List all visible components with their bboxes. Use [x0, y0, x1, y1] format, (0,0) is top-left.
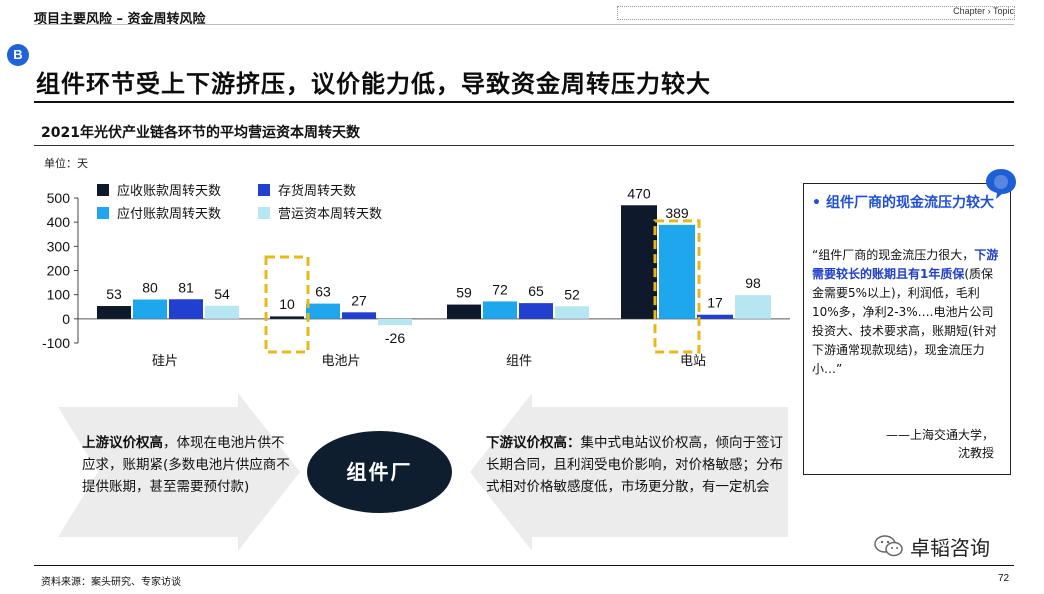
right-arrow-shape [470, 393, 788, 551]
bar-3-2 [697, 314, 733, 319]
legend-swatch [97, 207, 109, 219]
data-label: 470 [627, 185, 651, 201]
bar-0-1 [133, 299, 167, 319]
quote-body-part2: (质保金需要5%以上)，利润低，毛利10%多，净利2-3%….电池片公司投资大、… [812, 267, 997, 376]
source-note: 资料来源：案头研究、专家访谈 [41, 577, 181, 588]
category-label: 电站 [680, 354, 706, 369]
bar-3-3 [735, 295, 771, 319]
section-title: 项目主要风险 – 资金周转风险 [34, 12, 206, 27]
y-tick-label: 400 [47, 214, 71, 230]
y-tick-label: 200 [47, 263, 71, 279]
downstream-description: 下游议价权高：集中式电站议价权高，倾向于签订长期合同，且利润受电价影响，对价格敏… [486, 432, 786, 498]
data-label: -26 [385, 330, 405, 346]
quote-body-highlight: 下游需要较长的账期且有1年质保 [812, 248, 999, 281]
upstream-description: 上游议价权高，体现在电池片供不应求，账期紧(多数电池片供应商不提供账期，甚至需要… [82, 432, 297, 498]
bar-3-1 [659, 224, 695, 319]
y-tick-label: 100 [47, 287, 71, 303]
data-label: 81 [178, 279, 194, 295]
bar-2-0 [447, 304, 481, 319]
header-dotted-frame [617, 6, 1015, 20]
upstream-bold: 上游议价权高 [82, 435, 163, 451]
bar-0-0 [97, 306, 131, 319]
footer-divider [34, 565, 1014, 566]
downstream-bold: 下游议价权高： [486, 435, 581, 451]
quote-attribution: ——上海交通大学， 沈教授 [812, 426, 994, 462]
downstream-text: 集中式电站议价权高，倾向于签订长期合同，且利润受电价影响，对价格敏感；分布式相对… [486, 435, 783, 495]
data-label: 10 [279, 296, 295, 312]
data-label: 27 [351, 292, 367, 308]
data-label: 53 [106, 286, 122, 302]
bar-1-0 [270, 316, 304, 319]
highlight-box-1 [653, 219, 701, 354]
section-badge: B [7, 44, 29, 66]
bar-0-2 [169, 299, 203, 319]
quote-attribution-line2: 沈教授 [957, 446, 994, 460]
header-divider [34, 24, 1014, 25]
quote-bullet: • [812, 195, 821, 211]
data-label: 63 [315, 284, 331, 300]
legend-label: 存货周转天数 [278, 183, 356, 199]
highlight-box-0 [264, 255, 310, 354]
legend-label: 应付账款周转天数 [117, 206, 221, 222]
breadcrumb[interactable]: Chapter › Topic [953, 6, 1014, 16]
y-tick-label: 0 [62, 311, 70, 327]
legend-swatch [258, 184, 270, 196]
page-number: 72 [998, 573, 1010, 584]
quote-heading-text: 组件厂商的现金流压力较大 [826, 195, 994, 211]
quote-attribution-line1: ——上海交通大学， [885, 428, 994, 442]
bar-1-1 [306, 303, 340, 319]
unit-label: 单位：天 [44, 157, 88, 170]
legend-swatch [258, 207, 270, 219]
data-label: 54 [214, 286, 230, 302]
data-label: 389 [665, 205, 689, 221]
category-label: 硅片 [152, 354, 178, 369]
category-label: 组件 [506, 354, 532, 369]
module-maker-node: 组件厂 [307, 431, 452, 513]
category-label: 电池片 [321, 354, 360, 369]
legend-label: 营运资本周转天数 [278, 207, 382, 222]
upstream-text: ，体现在电池片供不应求，账期紧(多数电池片供应商不提供账期，甚至需要预付款) [82, 435, 290, 495]
data-label: 52 [564, 286, 580, 302]
data-label: 17 [707, 295, 723, 311]
bar-2-3 [555, 306, 589, 319]
quote-body: “组件厂商的现金流压力很大，下游需要较长的账期且有1年质保(质保金需要5%以上)… [812, 246, 1004, 379]
quote-heading: • 组件厂商的现金流压力较大 [812, 192, 1002, 214]
bar-2-1 [483, 301, 517, 319]
wechat-icon [874, 535, 903, 557]
data-label: 80 [142, 280, 158, 296]
quote-body-part1: “组件厂商的现金流压力很大， [812, 248, 975, 262]
chart-title-divider [34, 145, 1014, 146]
y-tick-label: 500 [47, 190, 71, 206]
data-label: 59 [456, 285, 472, 301]
legend-label: 应收账款周转天数 [117, 183, 221, 199]
bar-2-2 [519, 303, 553, 319]
data-label: 72 [492, 281, 508, 297]
y-tick-label: 300 [47, 238, 71, 254]
page-headline: 组件环节受上下游挤压，议价能力低，导致资金周转压力较大 [36, 70, 711, 98]
data-label: 65 [528, 283, 544, 299]
data-label: 98 [745, 275, 761, 291]
expert-quote-box [803, 183, 1011, 475]
left-arrow-shape [58, 393, 300, 551]
legend-swatch [97, 184, 109, 196]
watermark-text: 卓韬咨询 [910, 536, 990, 560]
speech-bubble-icon [986, 169, 1016, 199]
y-tick-label: -100 [42, 335, 70, 351]
bar-3-0 [621, 205, 657, 319]
headline-divider [34, 101, 1014, 103]
chart-title: 2021年光伏产业链各环节的平均营运资本周转天数 [41, 125, 360, 141]
bar-0-3 [205, 305, 239, 319]
bar-1-3 [378, 318, 412, 326]
bar-1-2 [342, 312, 376, 319]
